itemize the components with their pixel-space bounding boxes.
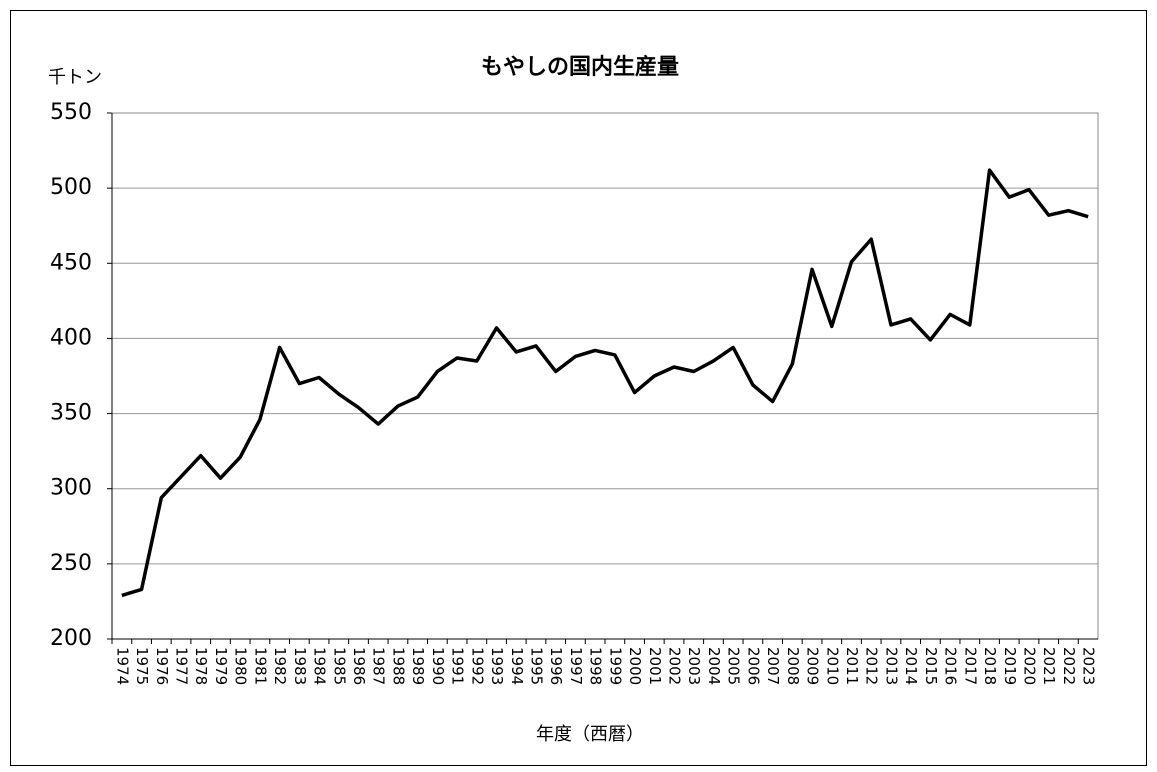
x-tick-label: 1978 <box>192 647 210 685</box>
x-axis-title: 年度（西暦） <box>536 724 644 745</box>
y-unit-label: 千トン <box>48 67 102 88</box>
x-tick-label: 2018 <box>981 647 999 685</box>
y-tick-label: 250 <box>50 551 92 576</box>
x-tick-label: 1992 <box>468 647 486 685</box>
x-tick-label: 1995 <box>527 647 545 685</box>
x-tick-label: 2004 <box>705 647 723 685</box>
plot-frame <box>111 112 1099 640</box>
x-tick-label: 1980 <box>232 647 250 685</box>
x-tick-label: 2007 <box>764 647 782 685</box>
x-tick-label: 2003 <box>685 647 703 685</box>
data-line <box>121 168 1089 598</box>
x-tick-label: 2022 <box>1060 647 1078 685</box>
x-tick-label: 2021 <box>1040 647 1058 685</box>
x-tick-label: 2005 <box>725 647 743 685</box>
x-tick-label: 2010 <box>823 647 841 685</box>
x-tick-label: 2014 <box>902 647 920 685</box>
x-tick-label: 2011 <box>843 647 861 685</box>
y-tick-label: 300 <box>50 476 92 501</box>
x-tick-label: 2015 <box>922 647 940 685</box>
x-tick-label: 2009 <box>804 647 822 685</box>
x-tick-label: 1987 <box>370 647 388 685</box>
x-tick-label: 1989 <box>409 647 427 685</box>
x-tick-label: 2013 <box>882 647 900 685</box>
x-tick-label: 1986 <box>350 647 368 685</box>
x-tick-label: 2016 <box>942 647 960 685</box>
y-tick-label: 500 <box>50 175 92 200</box>
x-tick-label: 1975 <box>133 647 151 685</box>
x-tick-label: 1983 <box>291 647 309 685</box>
x-tick-label: 1996 <box>547 647 565 685</box>
y-tick-label: 450 <box>50 250 92 275</box>
x-tick-label: 1991 <box>449 647 467 685</box>
x-tick-label: 1997 <box>567 647 585 685</box>
x-tick-label: 1999 <box>606 647 624 685</box>
x-tick-label: 2001 <box>646 647 664 685</box>
x-tick-label: 2012 <box>863 647 881 685</box>
x-tick-label: 1985 <box>330 647 348 685</box>
x-tick-label: 1993 <box>488 647 506 685</box>
x-tick-label: 2023 <box>1080 647 1098 685</box>
chart-frame <box>10 10 1147 766</box>
x-tick-label: 2019 <box>1001 647 1019 685</box>
x-tick-label: 1984 <box>311 647 329 685</box>
x-tick-label: 2000 <box>626 647 644 685</box>
x-tick-label: 1976 <box>153 647 171 685</box>
y-tick-label: 400 <box>50 325 92 350</box>
x-tick-label: 2006 <box>744 647 762 685</box>
x-tick-label: 1990 <box>429 647 447 685</box>
x-tick-label: 1977 <box>173 647 191 685</box>
y-tick-label: 200 <box>50 626 92 651</box>
x-tick-label: 2008 <box>784 647 802 685</box>
x-tick-label: 1988 <box>389 647 407 685</box>
x-tick-label: 1982 <box>271 647 289 685</box>
x-tick-label: 1981 <box>251 647 269 685</box>
y-tick-label: 350 <box>50 401 92 426</box>
x-tick-label: 2002 <box>666 647 684 685</box>
x-tick-label: 1998 <box>587 647 605 685</box>
x-tick-label: 1974 <box>113 647 131 685</box>
chart-title: もやしの国内生産量 <box>481 54 679 80</box>
y-tick-label: 550 <box>50 100 92 125</box>
x-tick-label: 1979 <box>212 647 230 685</box>
x-tick-label: 1994 <box>508 647 526 685</box>
x-tick-label: 2017 <box>961 647 979 685</box>
x-tick-label: 2020 <box>1020 647 1038 685</box>
